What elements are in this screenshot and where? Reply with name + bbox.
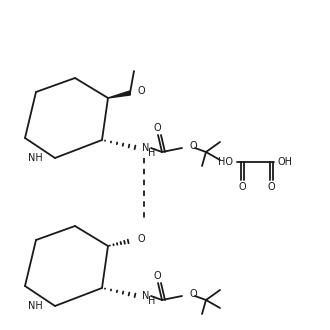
Text: N: N [142, 291, 149, 301]
Text: H: H [148, 148, 155, 158]
Text: O: O [238, 182, 246, 192]
Text: HO: HO [218, 157, 233, 167]
Text: O: O [189, 289, 197, 299]
Text: O: O [138, 86, 146, 96]
Text: O: O [138, 234, 146, 244]
Text: NH: NH [28, 301, 43, 311]
Text: O: O [189, 141, 197, 151]
Text: H: H [148, 296, 155, 306]
Text: O: O [153, 123, 161, 133]
Polygon shape [108, 91, 130, 98]
Text: OH: OH [278, 157, 293, 167]
Text: O: O [267, 182, 275, 192]
Text: O: O [153, 271, 161, 281]
Text: NH: NH [28, 153, 43, 163]
Text: N: N [142, 143, 149, 153]
